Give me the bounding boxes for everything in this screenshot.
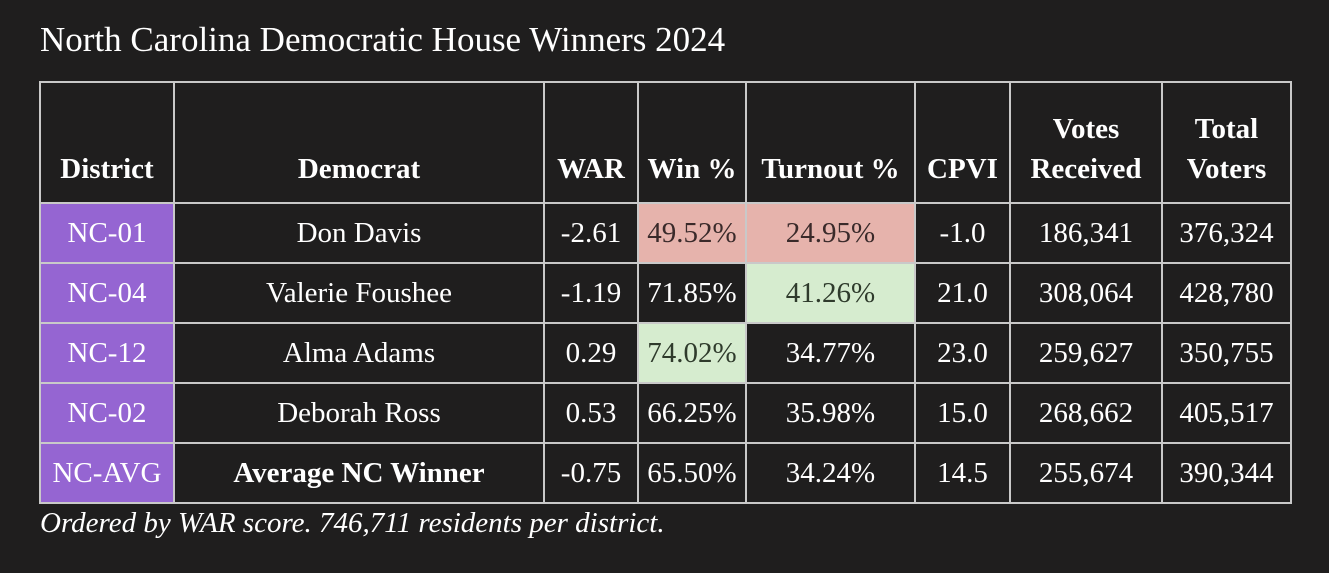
win-pct-cell: 74.02% [637, 322, 747, 384]
results-table: District Democrat WAR Win % Turnout % CPVI Vot… [39, 81, 1292, 504]
cpvi-cell: -1.0 [914, 202, 1011, 264]
table-row: NC-02 Deborah Ross 0.53 66.25% 35.98% 15.0 268… [39, 382, 1292, 444]
total-voters-cell: 376,324 [1161, 202, 1292, 264]
header-row: District Democrat WAR Win % Turnout % CPVI Vot… [39, 81, 1292, 204]
table-row: NC-01 Don Davis -2.61 49.52% 24.95% -1.0 186,3… [39, 202, 1292, 264]
democrat-cell: Don Davis [173, 202, 545, 264]
win-pct-cell: 71.85% [637, 262, 747, 324]
votes-received-cell: 255,674 [1009, 442, 1163, 504]
header-total-voters: Total Voters [1161, 81, 1292, 204]
turnout-pct-cell: 34.77% [745, 322, 916, 384]
district-cell: NC-02 [39, 382, 175, 444]
cpvi-cell: 15.0 [914, 382, 1011, 444]
votes-received-cell: 259,627 [1009, 322, 1163, 384]
win-pct-cell: 49.52% [637, 202, 747, 264]
cpvi-cell: 14.5 [914, 442, 1011, 504]
header-win-pct: Win % [637, 81, 747, 204]
cpvi-cell: 23.0 [914, 322, 1011, 384]
district-cell: NC-01 [39, 202, 175, 264]
war-cell: 0.29 [543, 322, 639, 384]
table-title: North Carolina Democratic House Winners … [40, 20, 726, 59]
table-row: NC-AVG Average NC Winner -0.75 65.50% 34.24%… [39, 442, 1292, 504]
democrat-cell: Valerie Foushee [173, 262, 545, 324]
header-district: District [39, 81, 175, 204]
table-body: NC-01 Don Davis -2.61 49.52% 24.95% -1.0 186,3… [39, 202, 1292, 504]
district-cell: NC-12 [39, 322, 175, 384]
votes-received-cell: 186,341 [1009, 202, 1163, 264]
table-caption: Ordered by WAR score. 746,711 residents … [40, 507, 665, 539]
total-voters-cell: 390,344 [1161, 442, 1292, 504]
table-header: District Democrat WAR Win % Turnout % CPVI Vot… [39, 81, 1292, 204]
turnout-pct-cell: 34.24% [745, 442, 916, 504]
democrat-cell: Alma Adams [173, 322, 545, 384]
table-row: NC-04 Valerie Foushee -1.19 71.85% 41.26% 21.… [39, 262, 1292, 324]
war-cell: 0.53 [543, 382, 639, 444]
turnout-pct-cell: 41.26% [745, 262, 916, 324]
header-war: WAR [543, 81, 639, 204]
cpvi-cell: 21.0 [914, 262, 1011, 324]
header-democrat: Democrat [173, 81, 545, 204]
war-cell: -1.19 [543, 262, 639, 324]
turnout-pct-cell: 35.98% [745, 382, 916, 444]
total-voters-cell: 350,755 [1161, 322, 1292, 384]
democrat-cell: Average NC Winner [173, 442, 545, 504]
district-cell: NC-AVG [39, 442, 175, 504]
war-cell: -2.61 [543, 202, 639, 264]
total-voters-cell: 428,780 [1161, 262, 1292, 324]
win-pct-cell: 66.25% [637, 382, 747, 444]
turnout-pct-cell: 24.95% [745, 202, 916, 264]
win-pct-cell: 65.50% [637, 442, 747, 504]
table-row: NC-12 Alma Adams 0.29 74.02% 34.77% 23.0 259,6… [39, 322, 1292, 384]
war-cell: -0.75 [543, 442, 639, 504]
votes-received-cell: 308,064 [1009, 262, 1163, 324]
total-voters-cell: 405,517 [1161, 382, 1292, 444]
header-turnout-pct: Turnout % [745, 81, 916, 204]
district-cell: NC-04 [39, 262, 175, 324]
democrat-cell: Deborah Ross [173, 382, 545, 444]
header-votes-received: Votes Received [1009, 81, 1163, 204]
header-cpvi: CPVI [914, 81, 1011, 204]
votes-received-cell: 268,662 [1009, 382, 1163, 444]
